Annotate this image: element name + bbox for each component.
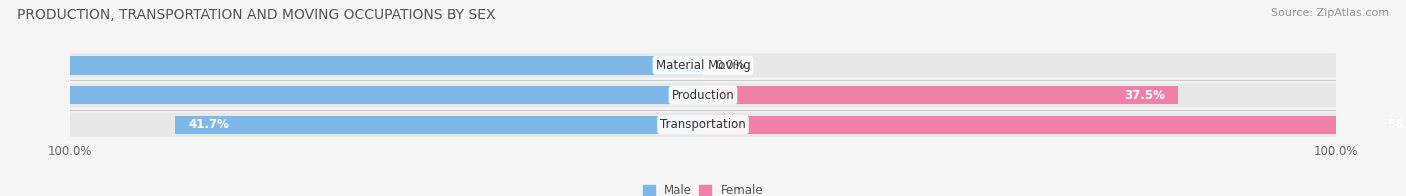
Text: PRODUCTION, TRANSPORTATION AND MOVING OCCUPATIONS BY SEX: PRODUCTION, TRANSPORTATION AND MOVING OC… — [17, 8, 495, 22]
Text: 41.7%: 41.7% — [188, 118, 229, 131]
Text: Production: Production — [672, 89, 734, 102]
Bar — [703, 116, 1406, 134]
Text: 37.5%: 37.5% — [1123, 89, 1166, 102]
Text: Source: ZipAtlas.com: Source: ZipAtlas.com — [1271, 8, 1389, 18]
Bar — [0, 56, 703, 74]
FancyBboxPatch shape — [70, 113, 1336, 137]
Bar — [703, 86, 1178, 104]
Legend: Male, Female: Male, Female — [638, 179, 768, 196]
FancyBboxPatch shape — [70, 83, 1336, 107]
Bar — [176, 116, 703, 134]
Text: Transportation: Transportation — [661, 118, 745, 131]
Text: 0.0%: 0.0% — [716, 59, 745, 72]
Text: Material Moving: Material Moving — [655, 59, 751, 72]
FancyBboxPatch shape — [70, 53, 1336, 78]
Bar — [0, 86, 703, 104]
Text: 58.3%: 58.3% — [1388, 118, 1406, 131]
